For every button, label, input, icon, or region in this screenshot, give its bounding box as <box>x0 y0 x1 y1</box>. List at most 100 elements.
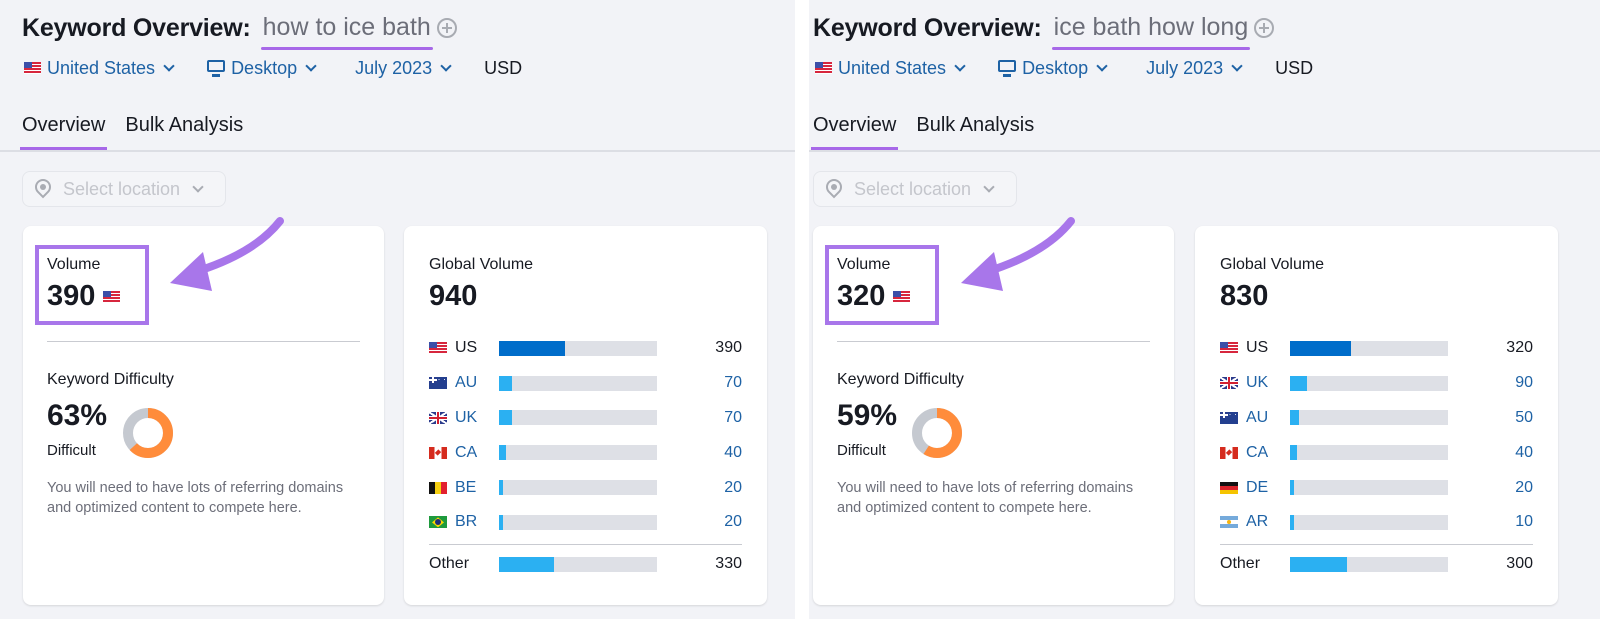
tab-bulk-analysis[interactable]: Bulk Analysis <box>916 114 1035 136</box>
currency-label: USD <box>484 57 523 78</box>
de-flag-icon <box>1220 481 1238 494</box>
country-row-uk[interactable]: UK 90 <box>1220 366 1533 401</box>
chevron-down-icon <box>954 59 966 72</box>
device-label: Desktop <box>231 57 298 78</box>
country-volume[interactable]: 20 <box>724 513 742 531</box>
country-row-ca[interactable]: CA 40 <box>429 435 742 470</box>
keyword-difficulty-label: Keyword Difficulty <box>837 371 964 388</box>
keyword-overview-panel-right: Keyword Overview: ice bath how long Unit… <box>809 0 1600 619</box>
keyword-difficulty-value: 59% <box>837 399 898 432</box>
country-code[interactable]: DE <box>1246 478 1269 496</box>
tab-bulk-analysis[interactable]: Bulk Analysis <box>125 114 244 136</box>
global-volume-card: Global Volume 940 US 390 AU 70 UK 70 <box>404 226 767 605</box>
country-code[interactable]: UK <box>1246 374 1269 392</box>
difficulty-donut-icon <box>912 408 962 458</box>
us-flag-icon <box>815 62 832 74</box>
country-code[interactable]: BR <box>455 513 478 531</box>
volume-bar <box>499 445 657 461</box>
country-volume[interactable]: 10 <box>1515 513 1533 531</box>
chevron-down-icon <box>163 59 175 72</box>
divider <box>429 543 742 545</box>
divider <box>837 341 1150 342</box>
country-row-ca[interactable]: CA 40 <box>1220 435 1533 470</box>
country-code[interactable]: CA <box>455 443 478 461</box>
chevron-down-icon <box>192 181 204 193</box>
keyword-text[interactable]: how to ice bath <box>260 13 433 50</box>
date-dropdown[interactable]: July 2023 <box>349 58 452 79</box>
tab-overview[interactable]: Overview <box>20 110 108 151</box>
country-volume[interactable]: 70 <box>724 408 742 426</box>
us-flag-icon <box>24 62 41 74</box>
country-volume[interactable]: 50 <box>1515 408 1533 426</box>
country-code[interactable]: AU <box>1246 408 1269 426</box>
currency-label: USD <box>1275 57 1314 78</box>
keyword-difficulty-description: You will need to have lots of referring … <box>837 480 1134 516</box>
country-volume: 320 <box>1506 339 1533 357</box>
country-volume[interactable]: 20 <box>1515 478 1533 496</box>
country-row-de[interactable]: DE 20 <box>1220 470 1533 505</box>
volume-bar <box>499 514 657 530</box>
select-location-dropdown[interactable]: Select location <box>813 171 1017 207</box>
country-row-us: US 320 <box>1220 331 1533 366</box>
page-title-label: Keyword Overview: <box>22 13 251 42</box>
page-title: Keyword Overview: how to ice bath <box>22 10 457 50</box>
volume-bar <box>499 410 657 426</box>
country-row-br[interactable]: BR 20 <box>429 505 742 540</box>
add-keyword-icon[interactable] <box>436 18 457 38</box>
select-location-dropdown[interactable]: Select location <box>22 171 226 207</box>
page-title-label: Keyword Overview: <box>813 13 1042 42</box>
keyword-text[interactable]: ice bath how long <box>1051 13 1250 50</box>
filters-bar: United States Desktop July 2023 USD <box>815 56 1313 80</box>
be-flag-icon <box>429 481 447 494</box>
country-row-us: US 390 <box>429 331 742 366</box>
volume-bar <box>1290 375 1448 391</box>
country-row-ar[interactable]: AR 10 <box>1220 505 1533 540</box>
country-volume[interactable]: 40 <box>724 443 742 461</box>
global-volume-card: Global Volume 830 US 320 UK 90 AU 50 <box>1195 226 1558 605</box>
device-dropdown[interactable]: Desktop <box>207 57 317 79</box>
ca-flag-icon <box>1220 446 1238 459</box>
country-code[interactable]: UK <box>455 408 478 426</box>
country-label: United States <box>838 57 947 78</box>
desktop-icon <box>207 59 226 77</box>
country-row-be[interactable]: BE 20 <box>429 470 742 505</box>
country-row-uk[interactable]: UK 70 <box>429 401 742 436</box>
tabs-divider <box>0 150 795 152</box>
country-row-au[interactable]: AU 70 <box>429 366 742 401</box>
volume-bar <box>499 480 657 496</box>
add-keyword-icon[interactable] <box>1254 18 1275 38</box>
global-volume-value: 830 <box>1220 280 1269 312</box>
date-label: July 2023 <box>1146 57 1224 78</box>
country-volume[interactable]: 70 <box>724 374 742 392</box>
country-row-au[interactable]: AU 50 <box>1220 401 1533 436</box>
country-code[interactable]: CA <box>1246 443 1269 461</box>
keyword-overview-panel-left: Keyword Overview: how to ice bath United… <box>0 0 795 619</box>
us-flag-icon <box>103 290 121 303</box>
volume-bar <box>1290 410 1448 426</box>
ar-flag-icon <box>1220 516 1238 529</box>
country-code[interactable]: AU <box>455 374 478 392</box>
country-volume[interactable]: 90 <box>1515 374 1533 392</box>
br-flag-icon <box>429 516 447 529</box>
divider <box>47 341 360 342</box>
us-flag-icon <box>1220 342 1238 355</box>
tab-overview[interactable]: Overview <box>811 110 899 151</box>
device-dropdown[interactable]: Desktop <box>998 58 1108 79</box>
country-code[interactable]: BE <box>455 478 477 496</box>
select-location-placeholder: Select location <box>63 178 181 199</box>
us-flag-icon <box>429 342 447 355</box>
country-dropdown[interactable]: United States <box>815 57 966 79</box>
country-volume[interactable]: 20 <box>724 478 742 496</box>
country-code[interactable]: AR <box>1246 513 1269 531</box>
date-dropdown[interactable]: July 2023 <box>1140 57 1243 79</box>
country-volume[interactable]: 40 <box>1515 443 1533 461</box>
au-flag-icon <box>1220 408 1238 424</box>
desktop-icon <box>998 59 1017 77</box>
keyword-difficulty-value: 63% <box>47 399 108 432</box>
volume-highlight-box <box>35 245 149 325</box>
country-dropdown[interactable]: United States <box>24 57 175 79</box>
keyword-difficulty-level: Difficult <box>47 442 96 459</box>
country-label: United States <box>47 57 156 78</box>
country-volume: 390 <box>715 339 742 357</box>
volume-bar <box>1290 556 1448 572</box>
